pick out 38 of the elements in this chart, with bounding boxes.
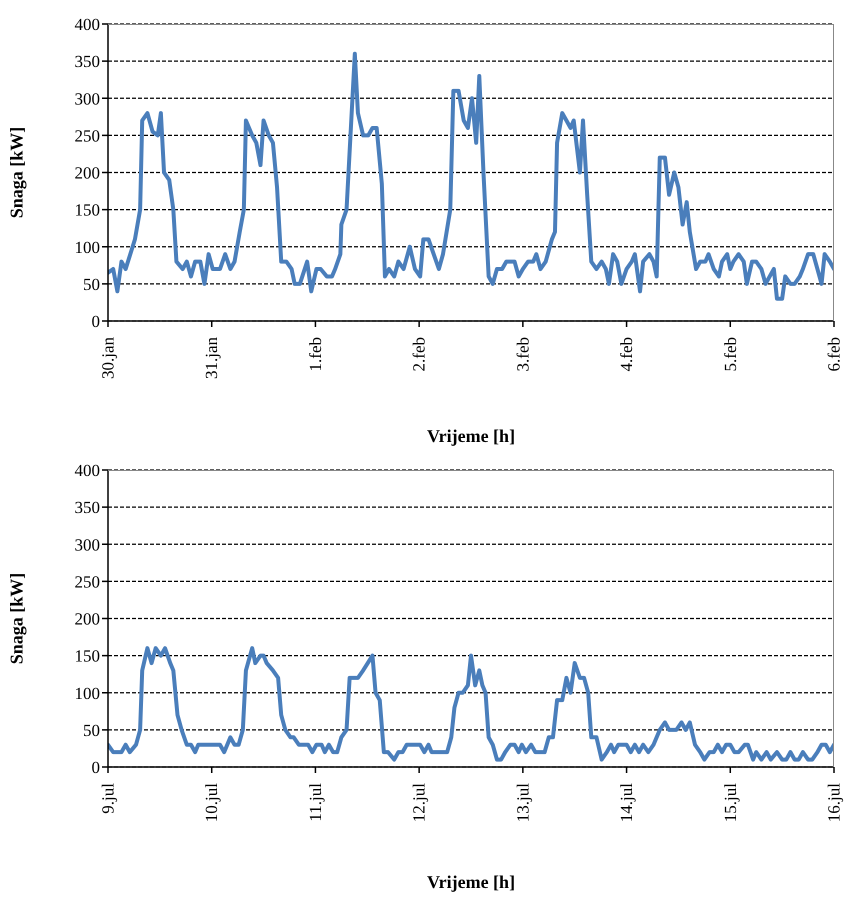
y-tick-label: 100 <box>74 684 100 703</box>
y-tick-label: 0 <box>92 312 100 332</box>
y-tick-label: 100 <box>74 238 100 257</box>
y-tick-label: 200 <box>74 164 100 183</box>
y-tick-label: 400 <box>74 461 100 480</box>
y-tick-label: 0 <box>92 758 100 778</box>
x-tick-label: 2.feb <box>410 337 429 372</box>
x-tick-label: 11.jul <box>306 782 325 822</box>
x-tick-label: 30.jan <box>98 336 118 380</box>
x-tick-label: 15.jul <box>720 782 740 822</box>
x-tick-label: 4.feb <box>617 337 636 372</box>
x-tick-label: 1.feb <box>306 337 325 372</box>
y-axis-title: Snaga [kW] <box>6 126 26 218</box>
x-tick-label: 9.jul <box>98 782 118 814</box>
y-tick-label: 350 <box>74 498 100 518</box>
x-tick-label: 14.jul <box>617 782 636 822</box>
x-tick-label: 13.jul <box>513 782 532 822</box>
x-tick-label: 5.feb <box>720 337 740 372</box>
x-tick-label: 31.jan <box>202 336 222 380</box>
x-tick-label: 6.feb <box>824 337 844 372</box>
x-tick-label: 16.jul <box>824 782 844 822</box>
y-axis-title: Snaga [kW] <box>6 572 26 664</box>
y-tick-label: 350 <box>74 52 100 72</box>
x-tick-label: 3.feb <box>513 337 532 372</box>
y-tick-label: 150 <box>74 646 100 666</box>
x-tick-label: 10.jul <box>202 782 222 822</box>
x-axis-title: Vrijeme [h] <box>426 872 516 892</box>
y-tick-label: 200 <box>74 610 100 629</box>
y-tick-label: 50 <box>83 274 100 294</box>
x-tick-label: 12.jul <box>410 782 429 822</box>
y-tick-label: 150 <box>74 200 100 220</box>
x-axis-title: Vrijeme [h] <box>426 426 516 446</box>
y-tick-label: 250 <box>74 572 100 592</box>
y-tick-label: 400 <box>74 15 100 34</box>
y-tick-label: 300 <box>74 535 100 554</box>
y-tick-label: 250 <box>74 126 100 146</box>
y-tick-label: 300 <box>74 89 100 108</box>
y-tick-label: 50 <box>83 720 100 740</box>
